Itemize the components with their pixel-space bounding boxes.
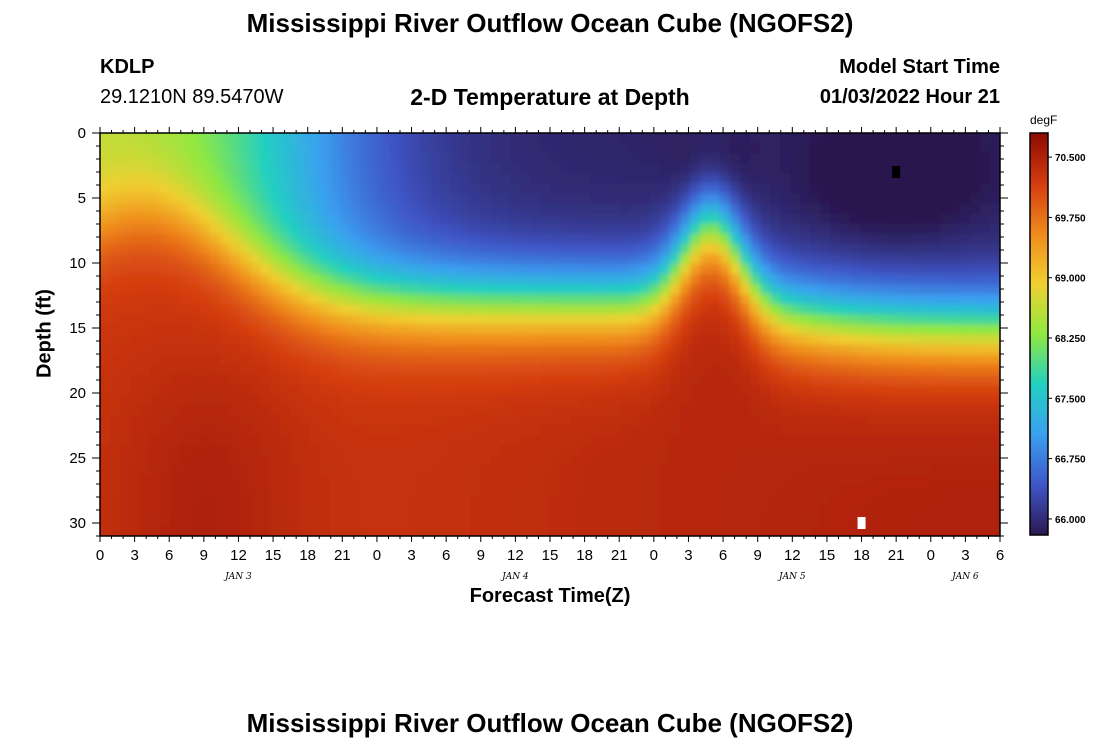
x-tick-label: 12 — [507, 547, 524, 564]
colorbar: 70.500 69.750 69.000 68.250 67.500 66.750 66.0… — [1029, 132, 1086, 536]
heatmap — [100, 133, 1000, 536]
x-tick-label: 15 — [819, 547, 836, 564]
minimum-marker — [892, 166, 901, 178]
y-axis-label: Depth (ft) — [33, 289, 56, 378]
model-start-value: 01/03/2022 Hour 21 — [819, 86, 1000, 108]
y-tick-label: 15 — [69, 320, 86, 337]
x-tick-label: 18 — [299, 547, 316, 564]
colorbar-tick-label: 67.500 — [1055, 394, 1086, 405]
chart-title-top: Mississippi River Outflow Ocean Cube (NG… — [246, 8, 854, 38]
x-date-label: JAN 5 — [777, 572, 806, 582]
x-axis: 0 3 6 9 12 15 18 21 0 3 6 9 12 15 18 21 0 3 6 9 12 15 18 21 0 3 6 J… — [96, 127, 1004, 582]
x-tick-label: 6 — [719, 547, 727, 564]
colorbar-tick-label: 68.250 — [1055, 334, 1086, 345]
x-tick-label: 6 — [442, 547, 450, 564]
colorbar-tick-label: 69.000 — [1055, 274, 1086, 285]
x-tick-label: 0 — [650, 547, 658, 564]
x-date-label: JAN 6 — [950, 572, 979, 582]
x-tick-label: 3 — [407, 547, 415, 564]
x-tick-label: 21 — [334, 547, 351, 564]
x-tick-label: 9 — [200, 547, 208, 564]
colorbar-unit: degF — [1030, 113, 1058, 127]
x-tick-label: 21 — [611, 547, 628, 564]
x-tick-label: 0 — [373, 547, 381, 564]
x-tick-label: 3 — [130, 547, 138, 564]
x-tick-label: 6 — [165, 547, 173, 564]
x-tick-label: 6 — [996, 547, 1004, 564]
x-tick-label: 21 — [888, 547, 905, 564]
x-tick-label: 15 — [542, 547, 559, 564]
station-id: KDLP — [100, 56, 155, 78]
maximum-marker — [857, 517, 866, 529]
x-axis-label: Forecast Time(Z) — [469, 585, 631, 607]
y-tick-label: 20 — [69, 385, 86, 402]
colorbar-scale — [1029, 132, 1049, 536]
chart-title-bottom: Mississippi River Outflow Ocean Cube (NG… — [246, 708, 854, 738]
y-tick-label: 0 — [78, 125, 86, 142]
markers — [857, 166, 901, 529]
y-tick-label: 10 — [69, 255, 86, 272]
x-date-label: JAN 4 — [500, 572, 529, 582]
x-date-label: JAN 3 — [223, 572, 252, 582]
x-tick-label: 9 — [754, 547, 762, 564]
chart-subtitle: 2-D Temperature at Depth — [410, 84, 690, 110]
x-tick-label: 0 — [927, 547, 935, 564]
x-tick-label: 3 — [684, 547, 692, 564]
y-tick-label: 25 — [69, 450, 86, 467]
x-tick-label: 9 — [477, 547, 485, 564]
colorbar-tick-label: 70.500 — [1055, 153, 1086, 164]
heatmap-cells — [100, 133, 1000, 536]
colorbar-tick-label: 66.000 — [1055, 515, 1086, 526]
y-tick-label: 5 — [78, 190, 86, 207]
y-axis: 0 5 10 15 20 25 30 — [69, 125, 1008, 537]
x-tick-label: 3 — [961, 547, 969, 564]
x-tick-label: 18 — [853, 547, 870, 564]
colorbar-tick-label: 66.750 — [1055, 455, 1086, 466]
colorbar-tick-label: 69.750 — [1055, 213, 1086, 224]
station-coords: 29.1210N 89.5470W — [100, 86, 284, 108]
x-tick-label: 12 — [784, 547, 801, 564]
x-tick-label: 15 — [265, 547, 282, 564]
y-tick-label: 30 — [69, 515, 86, 532]
x-tick-label: 18 — [576, 547, 593, 564]
model-start-label: Model Start Time — [839, 56, 1000, 78]
x-tick-label: 12 — [230, 547, 247, 564]
x-tick-label: 0 — [96, 547, 104, 564]
